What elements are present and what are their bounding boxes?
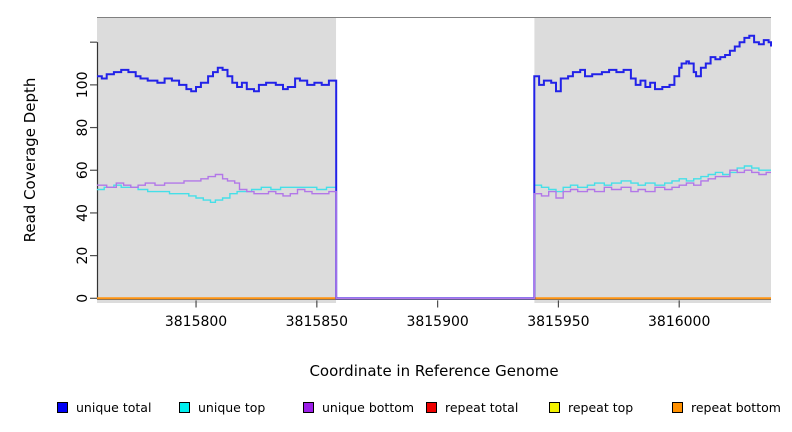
x-tick-label: 3815950 — [527, 314, 589, 330]
legend-label: repeat bottom — [691, 400, 781, 415]
y-tick-label: 80 — [75, 119, 91, 137]
x-tick-label: 3816000 — [648, 314, 710, 330]
y-tick-label: 100 — [75, 72, 91, 99]
legend-item-unique-total: unique total — [57, 401, 151, 414]
legend-item-unique-bottom: unique bottom — [303, 401, 414, 414]
series-unique-top-line — [97, 165, 771, 299]
legend-label: repeat total — [445, 400, 519, 415]
coverage-panel-right — [534, 17, 771, 303]
y-tick-label: 60 — [75, 161, 91, 179]
coverage-plot: 3815800 3815850 3815900 3815950 3816000 0 20 40… — [75, 17, 772, 330]
y-tick-label: 40 — [75, 204, 91, 222]
legend-item-repeat-top: repeat top — [549, 401, 633, 414]
y-tick-label: 20 — [75, 247, 91, 265]
legend-label: unique top — [198, 400, 266, 415]
legend-label: unique total — [76, 400, 152, 415]
y-tick-label: 0 — [75, 294, 91, 303]
x-tick-label: 3815900 — [406, 314, 468, 330]
legend-item-repeat-bottom: repeat bottom — [672, 401, 781, 414]
gap-region — [336, 17, 535, 303]
legend-swatch-icon — [179, 402, 190, 413]
legend-swatch-icon — [303, 402, 314, 413]
legend-swatch-icon — [549, 402, 560, 413]
x-tick-label: 3815850 — [286, 314, 348, 330]
series-unique-total-line — [97, 34, 772, 300]
legend-label: repeat top — [568, 400, 634, 415]
legend-item-repeat-total: repeat total — [426, 401, 518, 414]
x-axis-title: Coordinate in Reference Genome — [309, 362, 559, 380]
legend-swatch-icon — [57, 402, 68, 413]
legend-swatch-icon — [426, 402, 437, 413]
y-axis-title: Read Coverage Depth — [21, 77, 39, 243]
x-tick-label: 3815800 — [165, 314, 227, 330]
legend-item-unique-top: unique top — [179, 401, 265, 414]
legend-label: unique bottom — [322, 400, 415, 415]
series-unique-bottom-line — [97, 169, 771, 299]
coverage-panel-left — [97, 17, 337, 303]
legend-swatch-icon — [672, 402, 683, 413]
